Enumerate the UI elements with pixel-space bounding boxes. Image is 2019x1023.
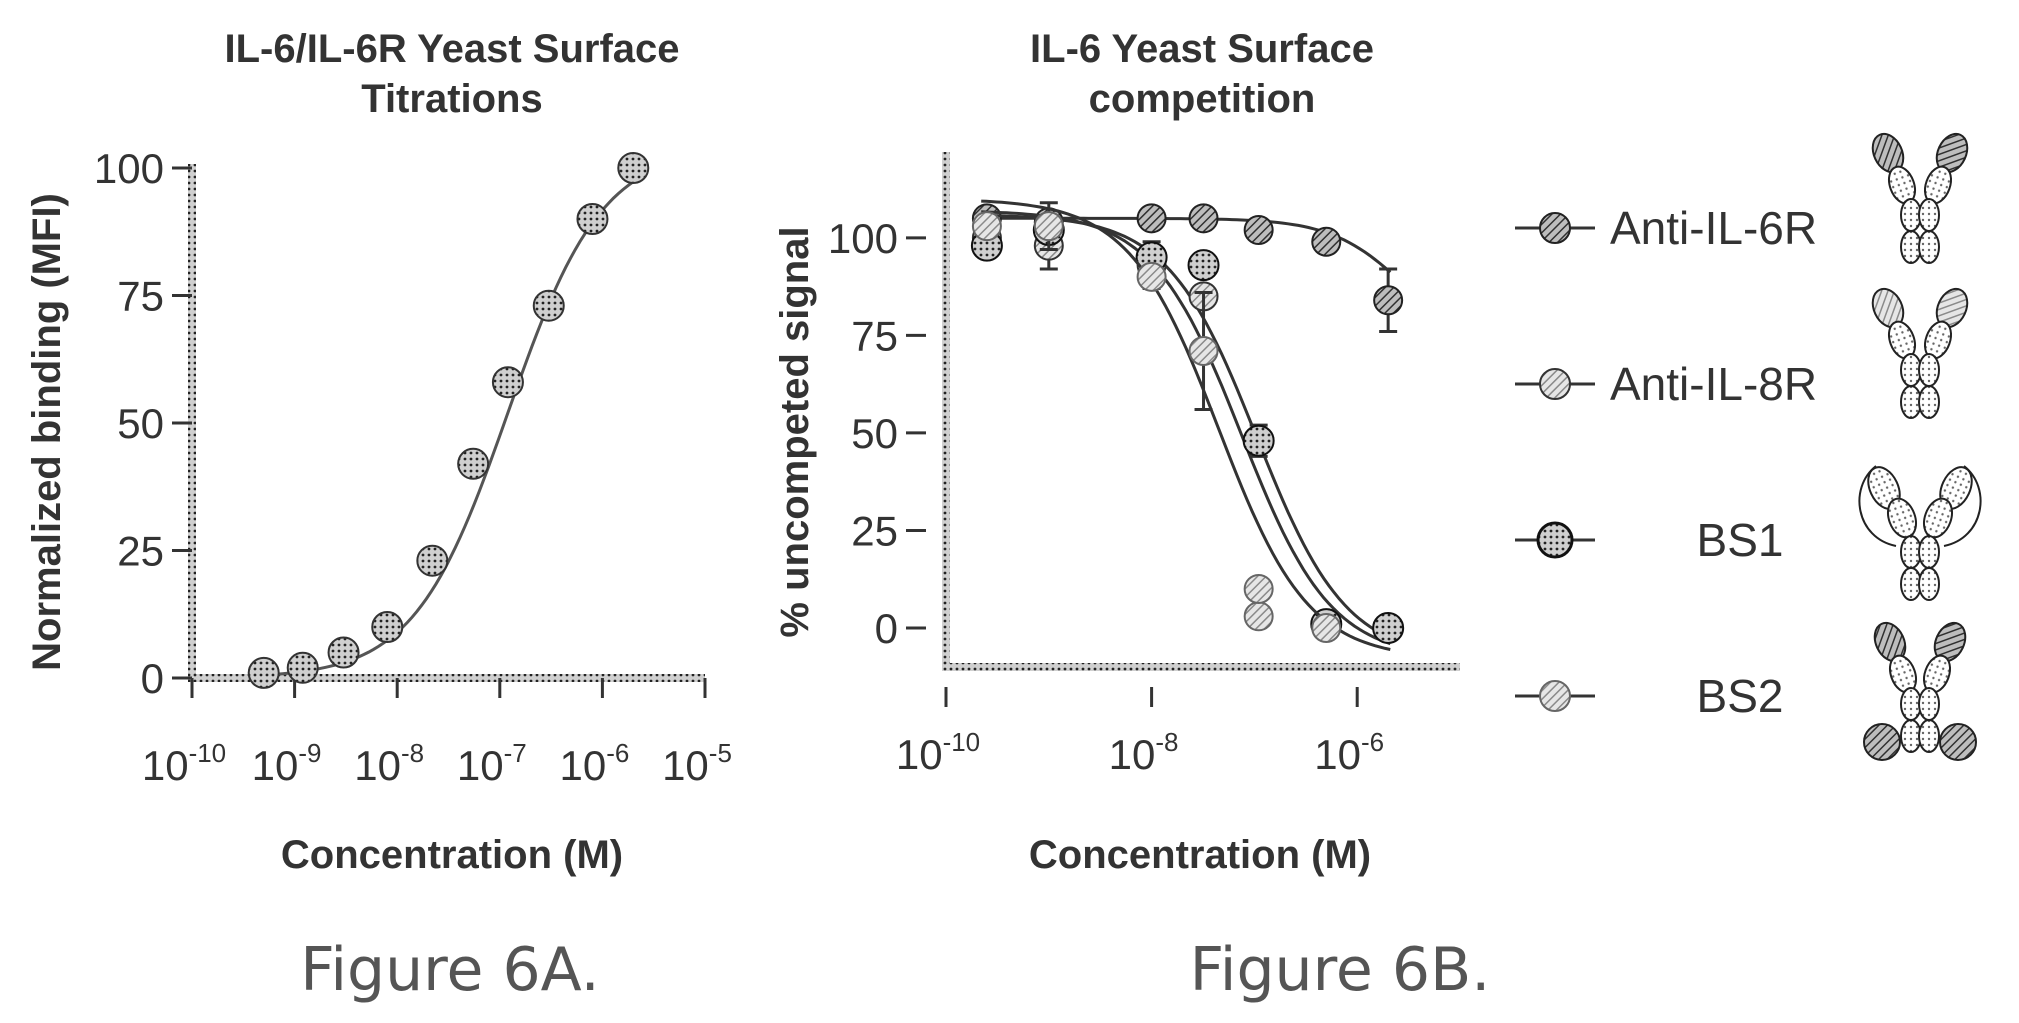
data-point-bs2 (1311, 612, 1342, 643)
data-point-anti-il-6r (1136, 203, 1167, 234)
y-tick-label: 25 (117, 528, 164, 575)
x-tick-label: 10-10 (896, 727, 980, 778)
legend-item-anti-il6r: Anti-IL-6R (1515, 202, 1817, 254)
x-tick-label: 10-8 (1109, 727, 1179, 778)
antibody-icon-anti-il8r (1871, 287, 1969, 419)
data-point-bs2 (1243, 601, 1274, 632)
x-tick-label: 10-5 (662, 738, 732, 789)
x-tick-label: 10-6 (1314, 727, 1384, 778)
fit-curve (253, 177, 639, 678)
caption-figure-6b: Figure 6B. (1190, 935, 1491, 1005)
legend-label: BS1 (1697, 514, 1784, 566)
chart-a-xlabel: Concentration (M) (281, 833, 623, 877)
x-tick-label: 10-9 (252, 738, 322, 789)
y-tick-label: 75 (851, 312, 898, 359)
y-tick-label: 50 (851, 410, 898, 457)
chart-a-title-line1: IL-6/IL-6R Yeast Surface (225, 27, 680, 71)
chart-a: IL-6/IL-6R Yeast Surface Titrations Norm… (25, 27, 732, 877)
antibody-icon-bs2 (1863, 621, 1977, 761)
chart-a-title-line2: Titrations (361, 77, 543, 121)
legend: Anti-IL-6R Anti-IL-8R BS1 BS2 (1515, 202, 1817, 722)
caption-figure-6a: Figure 6A. (300, 935, 600, 1005)
legend-marker (1539, 680, 1571, 712)
data-point-anti-il-6r (1311, 226, 1342, 257)
antibody-icon-anti-il6r (1871, 132, 1969, 264)
x-axis (946, 663, 1460, 671)
data-point-bs1 (1372, 611, 1405, 644)
data-point-anti-il-6r (1243, 215, 1274, 246)
y-tick-label: 75 (117, 273, 164, 320)
y-tick-label: 0 (875, 605, 898, 652)
data-point-bs2 (1033, 211, 1064, 242)
y-tick-label: 25 (851, 507, 898, 554)
data-point-bs2 (1188, 335, 1219, 366)
legend-item-bs2: BS2 (1515, 670, 1783, 722)
data-point-bs1 (1187, 249, 1220, 282)
antibody-icon-bs1 (1858, 465, 1982, 601)
legend-label: Anti-IL-8R (1610, 358, 1817, 410)
x-tick-label: 10-7 (457, 738, 527, 789)
data-point (617, 152, 650, 184)
data-point (532, 289, 565, 322)
chart-b-title-line2: competition (1089, 77, 1316, 121)
data-point (491, 366, 524, 399)
data-point (327, 636, 360, 669)
y-axis (942, 152, 950, 671)
x-tick-label: 10-6 (559, 738, 629, 789)
x-tick-label: 10-10 (142, 738, 226, 789)
chart-b-ylabel: % uncompeted signal (773, 226, 817, 637)
data-point-bs2 (1136, 261, 1167, 292)
x-tick-label: 10-8 (354, 738, 424, 789)
chart-a-ylabel: Normalized binding (MFI) (25, 193, 69, 671)
legend-item-bs1: BS1 (1515, 514, 1783, 566)
legend-label: Anti-IL-6R (1610, 202, 1817, 254)
y-tick-label: 100 (828, 215, 898, 262)
legend-marker (1539, 368, 1571, 400)
data-point-bs2 (971, 211, 1002, 242)
data-point (457, 447, 490, 480)
data-point (576, 203, 609, 235)
data-point (416, 544, 449, 577)
chart-b-plot: 0 25 50 75 100 10-10 10-8 10-6 (828, 152, 1460, 778)
y-tick-label: 0 (141, 655, 164, 702)
chart-b-xlabel: Concentration (M) (1029, 833, 1371, 877)
data-point-bs1 (1242, 424, 1275, 457)
chart-a-plot: 0 25 50 75 100 10-10 10-9 10-8 10-7 10-6 10-5 (94, 145, 732, 789)
fit-curve-anti-il-8r (981, 213, 1391, 640)
data-point (286, 651, 319, 684)
legend-label: BS2 (1697, 670, 1784, 722)
data-point-bs2 (1243, 573, 1274, 604)
x-axis (192, 674, 705, 682)
data-point (371, 611, 404, 643)
y-tick-label: 50 (117, 400, 164, 447)
data-point (247, 656, 280, 689)
chart-b-title-line1: IL-6 Yeast Surface (1030, 27, 1374, 71)
legend-marker (1536, 521, 1574, 559)
legend-item-anti-il8r: Anti-IL-8R (1515, 358, 1817, 410)
chart-b: IL-6 Yeast Surface competition % uncompe… (773, 27, 1460, 877)
fit-curve-bs1 (981, 210, 1391, 646)
legend-marker (1539, 212, 1571, 244)
y-tick-label: 100 (94, 145, 164, 192)
data-point-anti-il-6r (1188, 203, 1219, 234)
data-point-anti-il-6r (1373, 285, 1404, 316)
